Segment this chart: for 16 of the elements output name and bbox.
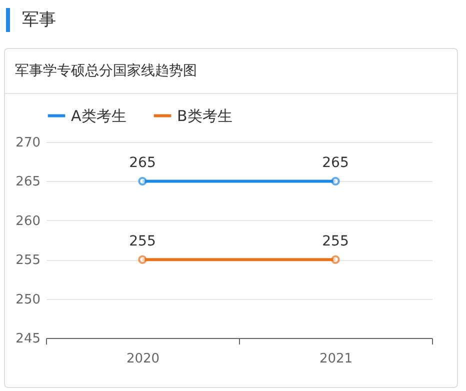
y-tick-label: 245	[16, 332, 40, 346]
chart-title: 军事	[6, 8, 56, 32]
legend-label: B类考生	[177, 106, 232, 125]
x-tick-label: 2021	[319, 352, 353, 366]
y-tick-label: 255	[16, 253, 40, 268]
data-label: 265	[322, 155, 349, 172]
chart-subtitle: 军事学专硕总分国家线趋势图	[5, 49, 457, 94]
x-tick-label: 2020	[126, 352, 160, 366]
y-tick-label: 265	[16, 174, 40, 190]
legend-label: A类考生	[71, 106, 126, 125]
y-tick-label: 250	[16, 292, 40, 308]
y-tick-label: 270	[16, 136, 40, 150]
data-label: 265	[129, 155, 156, 172]
data-label: 255	[129, 234, 156, 250]
y-tick-label: 260	[16, 214, 40, 229]
data-label: 255	[322, 234, 349, 250]
